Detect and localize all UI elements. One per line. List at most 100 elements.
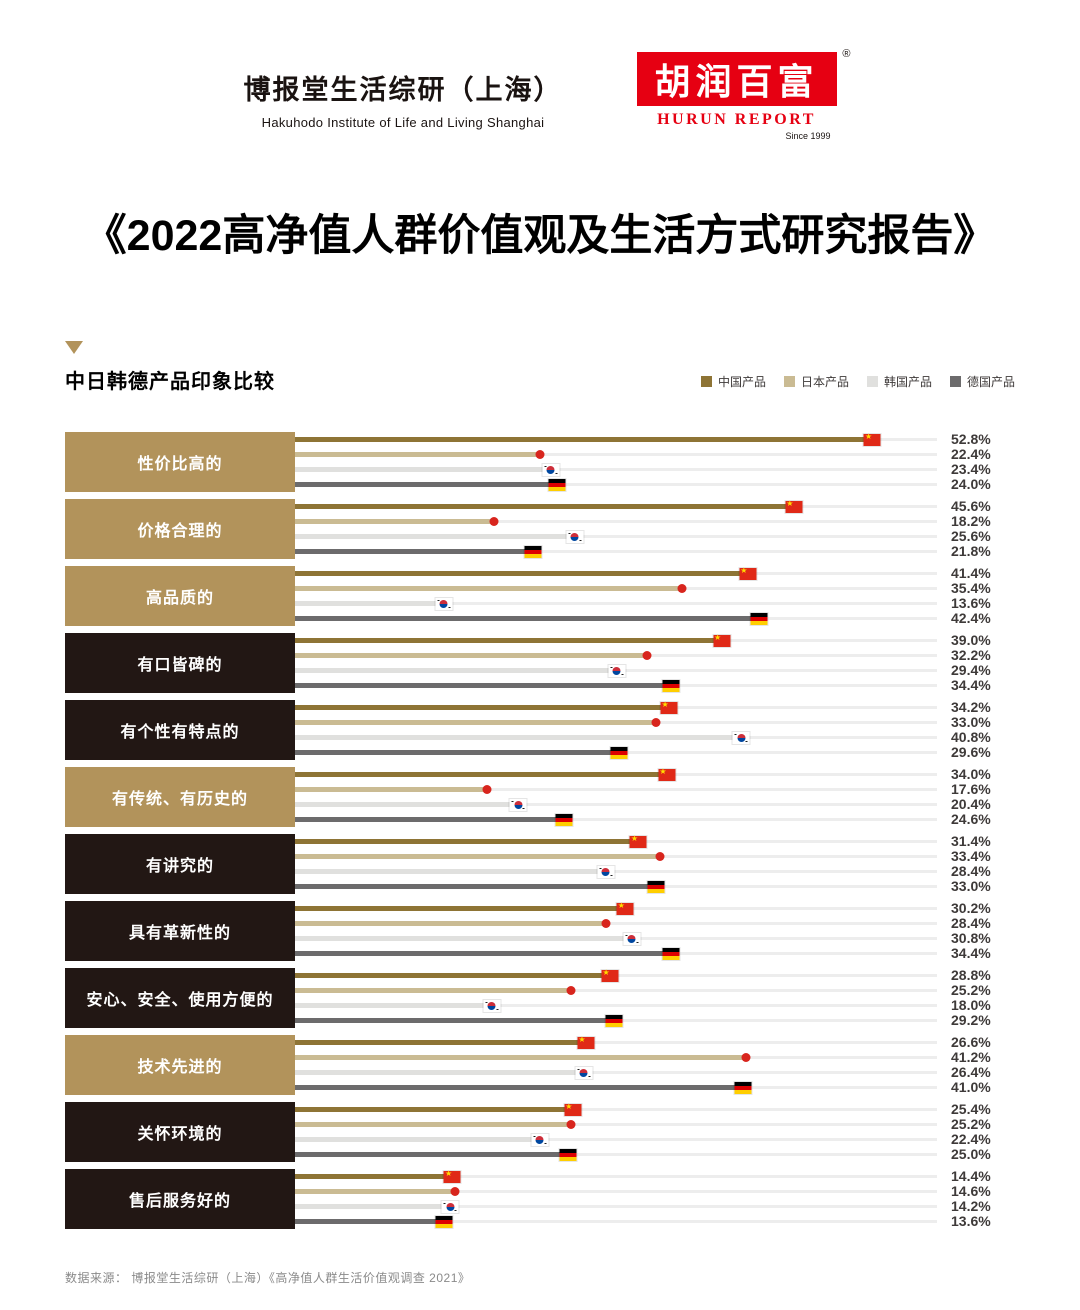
value-label: 29.2% [951,1012,991,1028]
category-label: 有传统、有历史的 [65,767,295,827]
bar-area [295,1034,937,1095]
value-label: 26.4% [951,1064,991,1080]
bar-row-cn [295,632,937,648]
legend-swatch-kr [866,376,878,387]
value-labels: 31.4% 33.4% 28.4% 33.0% [937,834,1015,894]
bar-area [295,1168,937,1229]
bar-track [295,818,937,821]
bar-track [295,989,937,992]
value-labels: 14.4% 14.6% 14.2% 13.6% [937,1169,1015,1229]
value-label: 18.2% [951,513,991,529]
bar-row-cn [295,498,937,514]
category-label: 有口皆碑的 [65,633,295,693]
bar-row-de [295,1013,937,1028]
bar-area [295,498,937,559]
kr-flag-icon [575,1066,593,1079]
bar-row-de [295,678,937,693]
value-label: 40.8% [951,729,991,745]
cn-flag-icon [713,632,731,647]
hurun-report-name: HURUN REPORT [657,111,816,128]
value-label: 22.4% [951,446,991,462]
bar-kr [295,1204,451,1209]
value-label: 21.8% [951,543,991,559]
bar-kr [295,1003,492,1008]
bar-track [295,550,937,553]
kr-flag-icon [441,1200,459,1213]
value-label: 35.4% [951,580,991,596]
bar-de [295,482,558,487]
bar-de [295,549,534,554]
bar-track [295,870,937,873]
bar-row-cn [295,565,937,581]
value-label: 13.6% [951,1213,991,1229]
bar-de [295,1085,744,1090]
bar-kr [295,534,575,539]
bar-row-kr [295,1199,937,1214]
legend-label: 日本产品 [800,375,849,389]
legend: 中国产品 日本产品 韩国产品 德国产品 [700,373,1015,394]
bar-kr [295,668,617,673]
bar-row-kr [295,596,937,611]
value-label: 24.0% [951,476,991,492]
category-label: 有个性有特点的 [65,700,295,760]
chart: 性价比高的52.8%22.4%23.4%24.0%价格合理的45.6%18.2%… [65,431,1015,1229]
hurun-logo: ® 胡润百富 HURUN REPORT Since 1999 [636,48,851,141]
value-label: 29.6% [951,744,991,760]
chart-group: 安心、安全、使用方便的 28.8%25.2%18.0%29.2% [65,967,1015,1028]
kr-flag-icon [483,999,501,1012]
de-flag-icon [750,612,768,625]
section-header: 中日韩德产品印象比较 中国产品 日本产品 韩国产品 德国产品 [65,341,1015,394]
de-flag-icon [605,1014,623,1027]
chart-group: 有口皆碑的 39.0%32.2%29.4%34.4% [65,632,1015,693]
bar-row-kr [295,730,937,745]
bar-jp [295,586,683,591]
bar-jp [295,854,661,859]
jp-flag-icon [674,583,691,595]
value-label: 33.0% [951,714,991,730]
bar-de [295,951,672,956]
cn-flag-icon [601,967,619,982]
category-label: 安心、安全、使用方便的 [65,968,295,1028]
bar-row-de [295,611,937,626]
bar-row-cn [295,766,937,782]
value-label: 23.4% [951,461,991,477]
bar-track [295,1190,937,1193]
chart-group: 有个性有特点的 34.2%33.0%40.8%29.6% [65,699,1015,760]
bar-cn [295,1040,586,1045]
bar-row-de [295,544,937,559]
jp-flag-icon [562,985,579,997]
bar-jp [295,452,540,457]
cn-flag-icon [443,1168,461,1183]
bar-jp [295,1055,746,1060]
hurun-since-label: Since 1999 [785,131,831,141]
kr-flag-icon [566,530,584,543]
section-title-block: 中日韩德产品印象比较 [65,341,275,394]
bar-track [295,1041,937,1044]
kr-flag-icon [597,865,615,878]
value-label: 32.2% [951,647,991,663]
value-label: 14.6% [951,1183,991,1199]
bar-cn [295,504,794,509]
de-flag-icon [555,813,573,826]
bar-jp [295,1189,455,1194]
legend-label: 德国产品 [966,375,1015,389]
cn-flag-icon [660,699,678,714]
kr-flag-icon [623,932,641,945]
bar-cn [295,1174,453,1179]
jp-flag-icon [446,1186,463,1198]
legend-swatch-jp [783,376,795,387]
kr-flag-icon [435,597,453,610]
de-flag-icon [647,880,665,893]
bar-row-jp [295,581,937,596]
bar-de [295,750,619,755]
value-label: 29.4% [951,662,991,678]
bar-area [295,565,937,626]
jp-flag-icon [486,516,503,528]
bar-row-kr [295,931,937,946]
kr-flag-icon [542,463,560,476]
hakuhodo-title: 博报堂生活综研（上海） [243,75,563,105]
legend-swatch-cn [700,376,712,387]
bar-kr [295,1137,540,1142]
value-label: 33.4% [951,848,991,864]
category-label: 性价比高的 [65,432,295,492]
